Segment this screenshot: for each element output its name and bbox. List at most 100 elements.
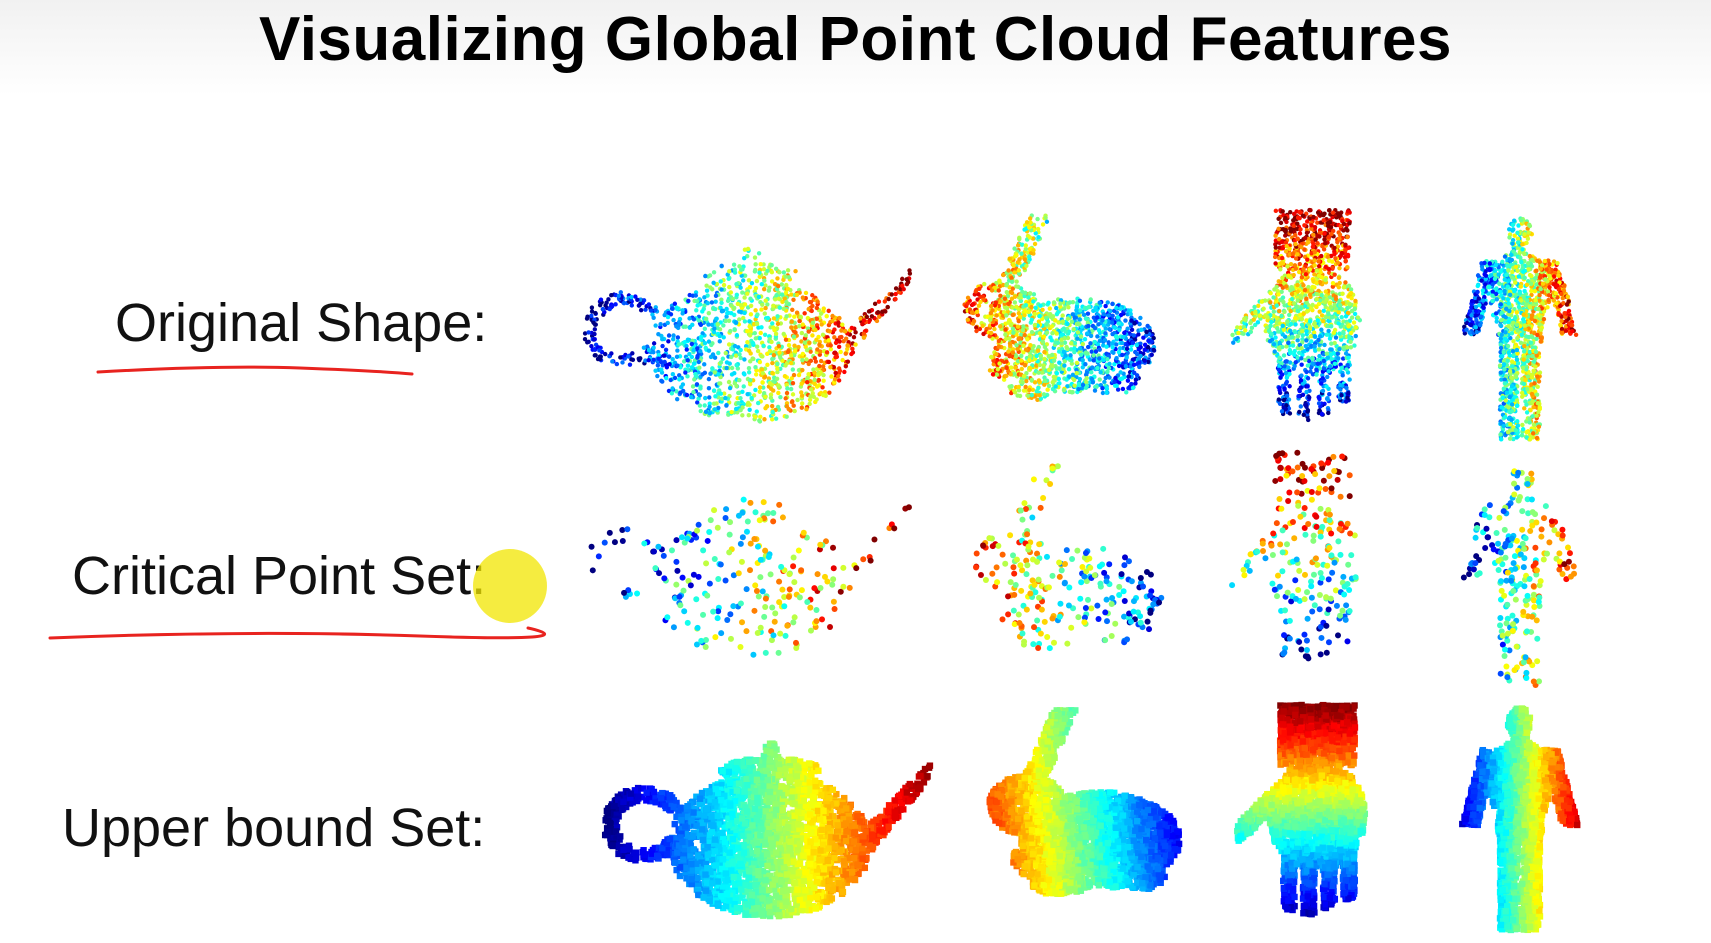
cloud-point [1320,243,1325,249]
cloud-point [1105,300,1110,305]
cloud-point [1072,346,1077,351]
cloud-point [987,334,992,339]
cloud-point [1268,300,1273,305]
cloud-point [1034,363,1039,368]
cloud-point [965,317,971,322]
cloud-point [1343,314,1349,319]
cloud-point [1529,316,1534,322]
cloud-point [1339,315,1344,320]
cloud-point [1236,330,1241,336]
cloud-point [1313,237,1318,242]
cloud-point [782,373,788,379]
cloud-point [1319,293,1324,298]
cloud-point [1014,284,1019,289]
cloud-point [1323,277,1328,283]
cloud-point [872,301,878,307]
cloud-point [1038,396,1044,401]
cloud-point [997,278,1002,283]
cloud-point [814,316,820,321]
cloud-point [1035,397,1040,402]
cloud-point [1060,313,1065,318]
cloud-point [748,359,753,364]
cloud-point [1327,336,1333,341]
cloud-point [1103,303,1108,309]
cloud-point [683,370,688,375]
cloud-point [1310,361,1315,366]
cloud-point [1027,235,1033,240]
cloud-point [703,409,709,414]
cloud-point [1298,306,1303,311]
cloud-point [1299,275,1305,280]
cloud-point [613,302,618,307]
cloud-point [1333,256,1338,261]
cloud-point [1509,331,1515,336]
cloud-point [769,270,775,275]
cloud-point [1305,409,1310,414]
cloud-point [1012,294,1018,299]
cloud-point [734,363,739,368]
cloud-point [904,281,910,287]
cloud-point [1324,384,1329,389]
cloud-point [1344,385,1349,390]
cloud-point [1324,314,1329,320]
cloud-point [691,389,696,395]
cloud-point [1041,366,1046,371]
cloud-point [761,266,767,272]
cloud-point [1124,355,1129,360]
cloud-point [618,290,624,295]
cloud-point [1022,332,1027,338]
cloud-point [1093,349,1099,354]
cloud-point [626,354,631,359]
cloud-point [670,336,676,342]
cloud-point [694,308,699,313]
cloud-point [1023,384,1028,390]
cloud-point [598,297,604,302]
cloud-point [1095,365,1100,371]
cloud-point [1021,324,1026,329]
cloud-point [722,391,727,396]
cloud-point [1100,318,1105,323]
cloud-point [860,321,865,327]
cloud-point [1351,320,1357,325]
cloud-point [1551,298,1557,303]
cloud-point [1086,304,1092,310]
cloud-point [1302,304,1308,309]
cloud-point [1046,383,1052,389]
cloud-point [814,337,819,342]
cloud-point [1031,299,1036,304]
cloud-point [1062,363,1067,368]
cloud-point [1014,353,1019,359]
cloud-point [779,292,785,297]
cloud-point [1312,258,1317,263]
cloud-point [785,268,791,273]
cloud-point [837,315,842,321]
cloud-point [826,359,832,365]
cloud-point [1014,304,1019,310]
cloud-point [1288,328,1293,334]
cloud-point [1106,365,1112,371]
cloud-point [1129,327,1135,332]
cloud-point [1011,263,1016,268]
cloud-point [1322,231,1327,236]
cloud-point [1137,321,1142,327]
cloud-point [757,389,762,394]
cloud-point [793,269,798,274]
cloud-point [762,417,767,422]
cloud-point [1110,341,1115,346]
cloud-point [1120,376,1125,381]
cloud-point [1137,359,1142,365]
cloud-point [1016,268,1021,273]
cloud-point [705,300,710,306]
cloud-point [728,328,733,334]
cloud-point [770,321,775,326]
cloud-point [718,305,723,310]
cloud-point [1330,259,1335,264]
cloud-point [1317,298,1323,303]
cloud-point [861,331,867,337]
cloud-point [1325,323,1330,329]
cloud-point [1353,333,1358,339]
cloud-point [1326,234,1331,240]
cloud-point [1281,405,1286,410]
cloud-point [1273,233,1278,238]
cloud-point [1042,349,1047,355]
